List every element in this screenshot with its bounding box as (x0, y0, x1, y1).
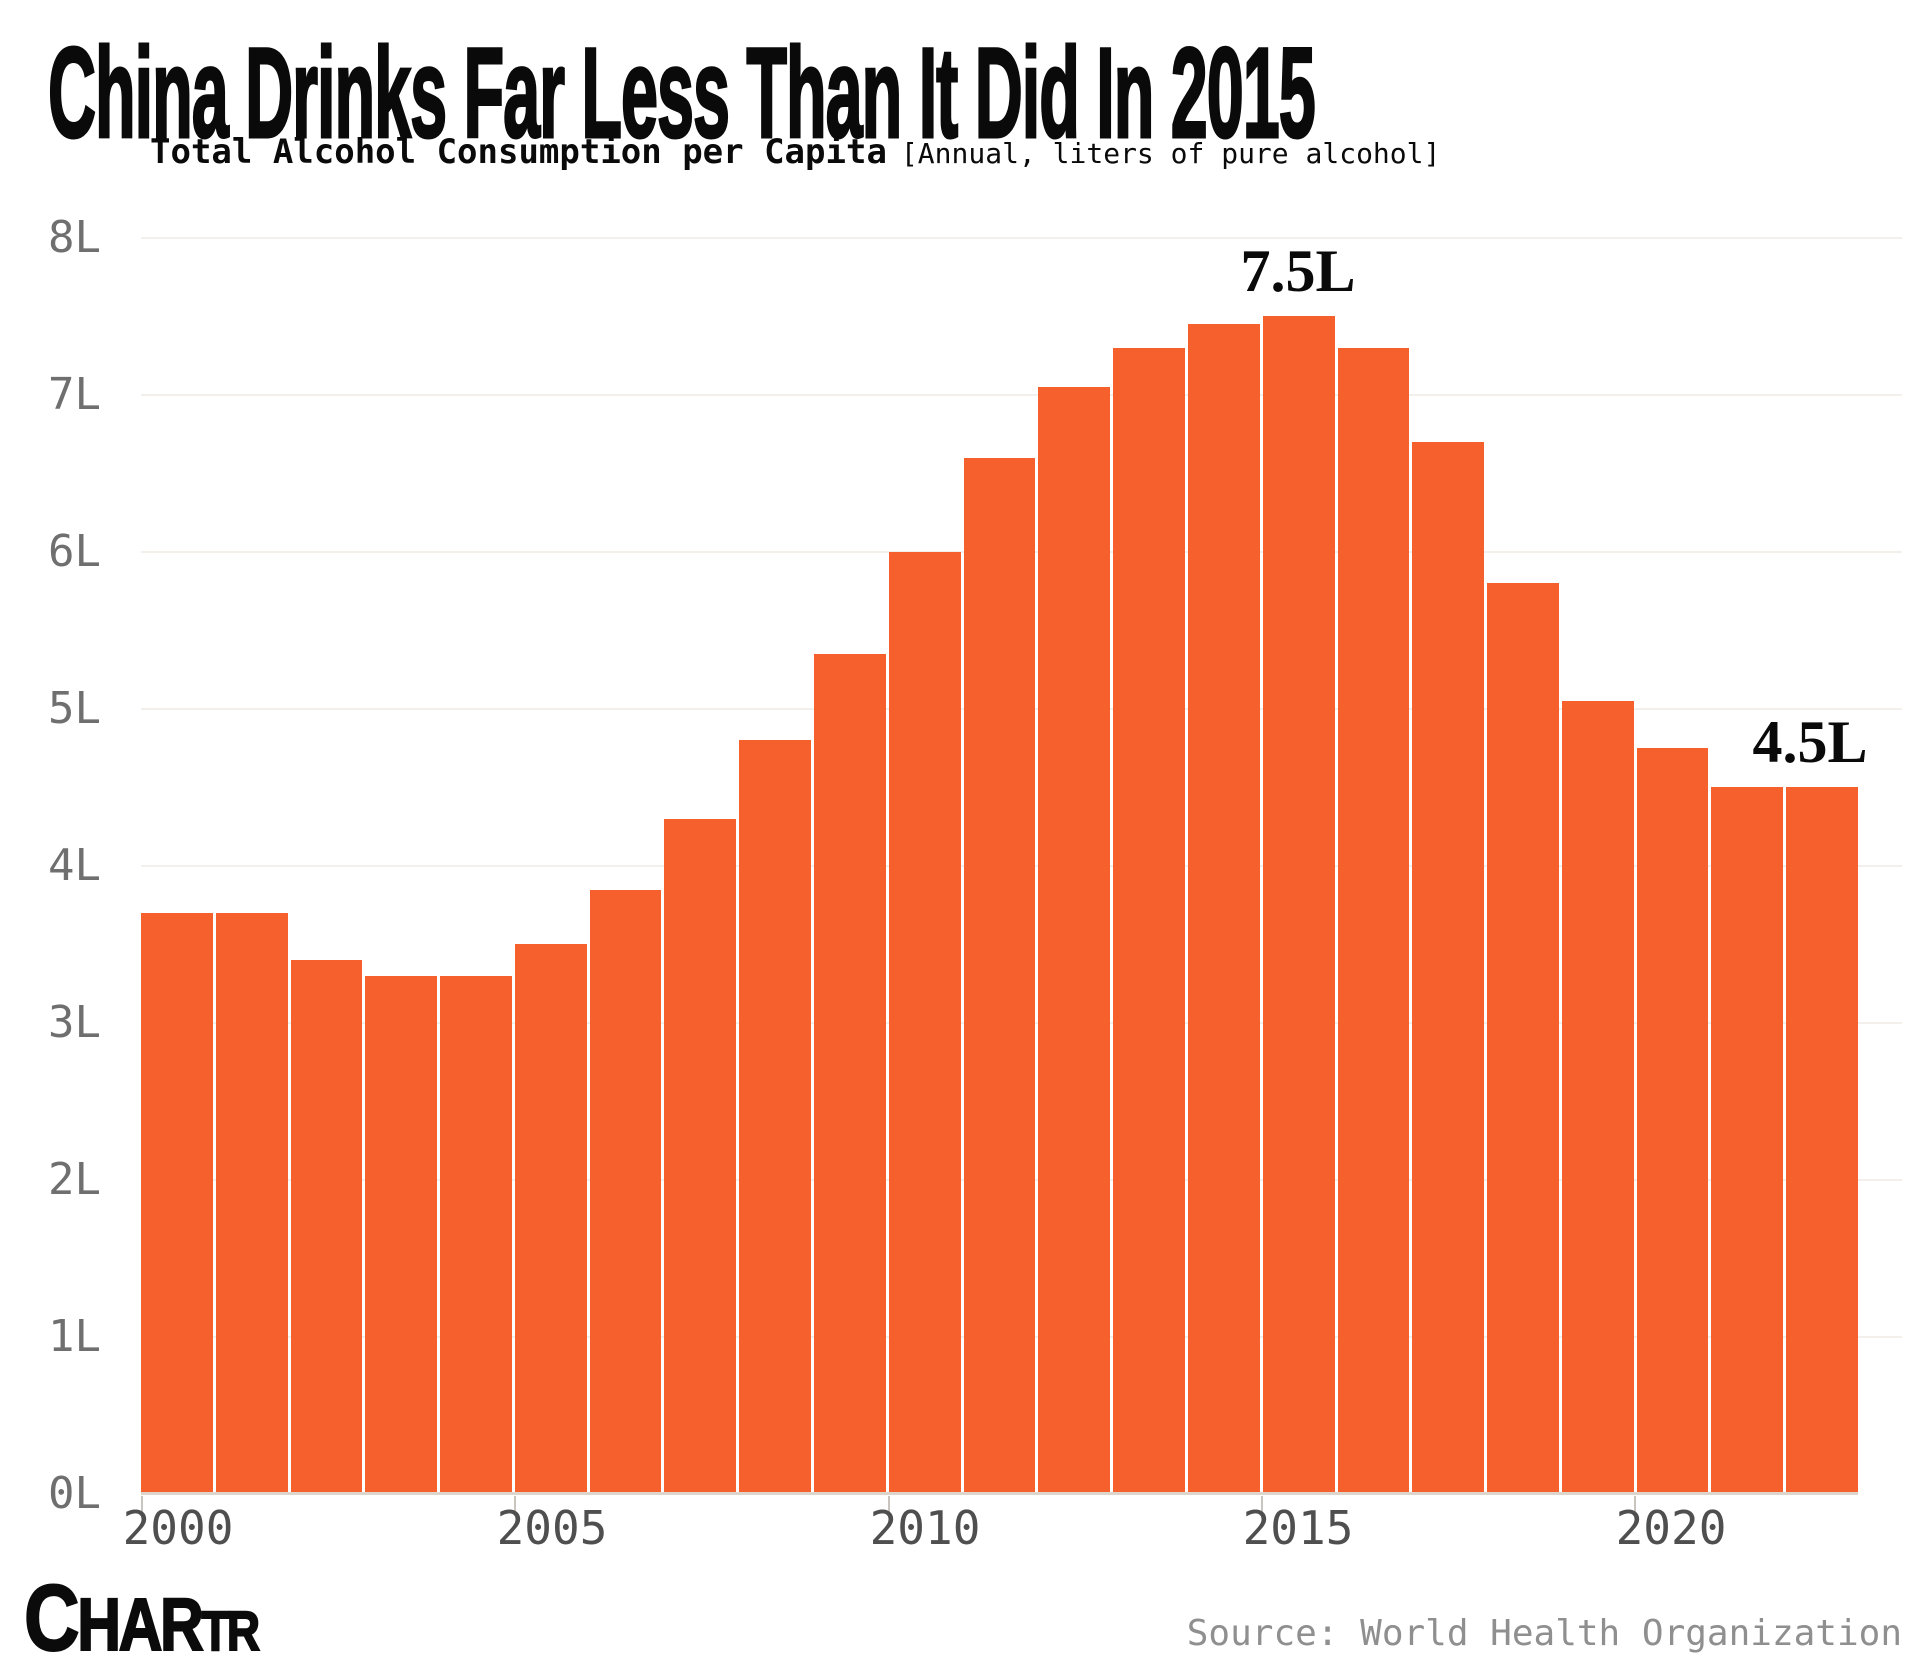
y-axis-label-1L: 1L (48, 1311, 101, 1362)
x-axis-line (141, 1492, 1858, 1495)
bar-2020 (1636, 748, 1709, 1494)
chartr-logo: CHARTR (23, 1564, 261, 1672)
y-axis-label-3L: 3L (48, 997, 101, 1048)
y-axis-label-5L: 5L (48, 683, 101, 734)
bar-2006 (589, 890, 662, 1494)
x-tick-2010 (888, 1496, 890, 1512)
bar-2019 (1561, 701, 1634, 1494)
y-axis-label-6L: 6L (48, 526, 101, 577)
bar-2014 (1187, 324, 1260, 1494)
logo-letter: A (118, 1582, 164, 1667)
bar-2017 (1412, 442, 1485, 1494)
y-axis-label-7L: 7L (48, 369, 101, 420)
x-axis-label-2015: 2015 (1242, 1501, 1354, 1555)
gridline-8L (141, 237, 1902, 239)
x-tick-2015 (1261, 1496, 1263, 1512)
x-tick-2020 (1634, 1496, 1636, 1512)
bar-2015 (1262, 316, 1335, 1494)
gridline-7L (141, 394, 1902, 396)
chart-subtitle: Total Alcohol Consumption per Capita [Ann… (150, 132, 1440, 172)
bar-series (141, 0, 1858, 1494)
bar-2002 (290, 960, 363, 1494)
logo-letter: T (200, 1598, 230, 1663)
chart-subtitle-note: [Annual, liters of pure alcohol] (900, 137, 1441, 170)
bar-2004 (440, 976, 512, 1494)
bar-2010 (888, 552, 961, 1494)
bar-2018 (1487, 583, 1559, 1494)
bar-2012 (1038, 387, 1111, 1494)
source-credit: Source: World Health Organization (1186, 1613, 1902, 1654)
bar-2011 (963, 458, 1036, 1494)
y-axis-label-8L: 8L (48, 212, 101, 263)
x-tick-2000 (141, 1496, 143, 1512)
bar-2021 (1711, 787, 1784, 1494)
chart-subtitle-main: Total Alcohol Consumption per Capita (150, 132, 887, 172)
logo-letter: R (226, 1598, 261, 1663)
logo-letter: C (23, 1564, 80, 1671)
bar-2008 (739, 740, 812, 1494)
bar-2009 (814, 654, 886, 1494)
bar-2022 (1786, 787, 1858, 1494)
bar-2005 (514, 944, 587, 1494)
value-annotation-2015: 7.5L (1240, 238, 1356, 304)
bar-2007 (664, 819, 737, 1494)
x-axis-label-2020: 2020 (1615, 1501, 1727, 1555)
page-title: China Drinks Far Less Than It Did In 201… (47, 22, 1316, 165)
x-axis-label-2000: 2000 (122, 1501, 234, 1555)
y-axis-label-0L: 0L (48, 1468, 101, 1519)
x-axis-label-2005: 2005 (496, 1501, 608, 1555)
bar-2001 (215, 913, 288, 1494)
bar-2000 (141, 913, 213, 1494)
bar-2003 (365, 976, 438, 1494)
logo-letter: R (159, 1582, 205, 1667)
y-axis-label-2L: 2L (48, 1154, 101, 1205)
x-axis-label-2010: 2010 (869, 1501, 981, 1555)
bar-2016 (1337, 348, 1410, 1494)
value-annotation-2022: 4.5L (1752, 709, 1868, 775)
y-axis-label-4L: 4L (48, 840, 101, 891)
bar-2013 (1113, 348, 1185, 1494)
x-tick-2005 (514, 1496, 516, 1512)
logo-letter: H (76, 1582, 122, 1667)
